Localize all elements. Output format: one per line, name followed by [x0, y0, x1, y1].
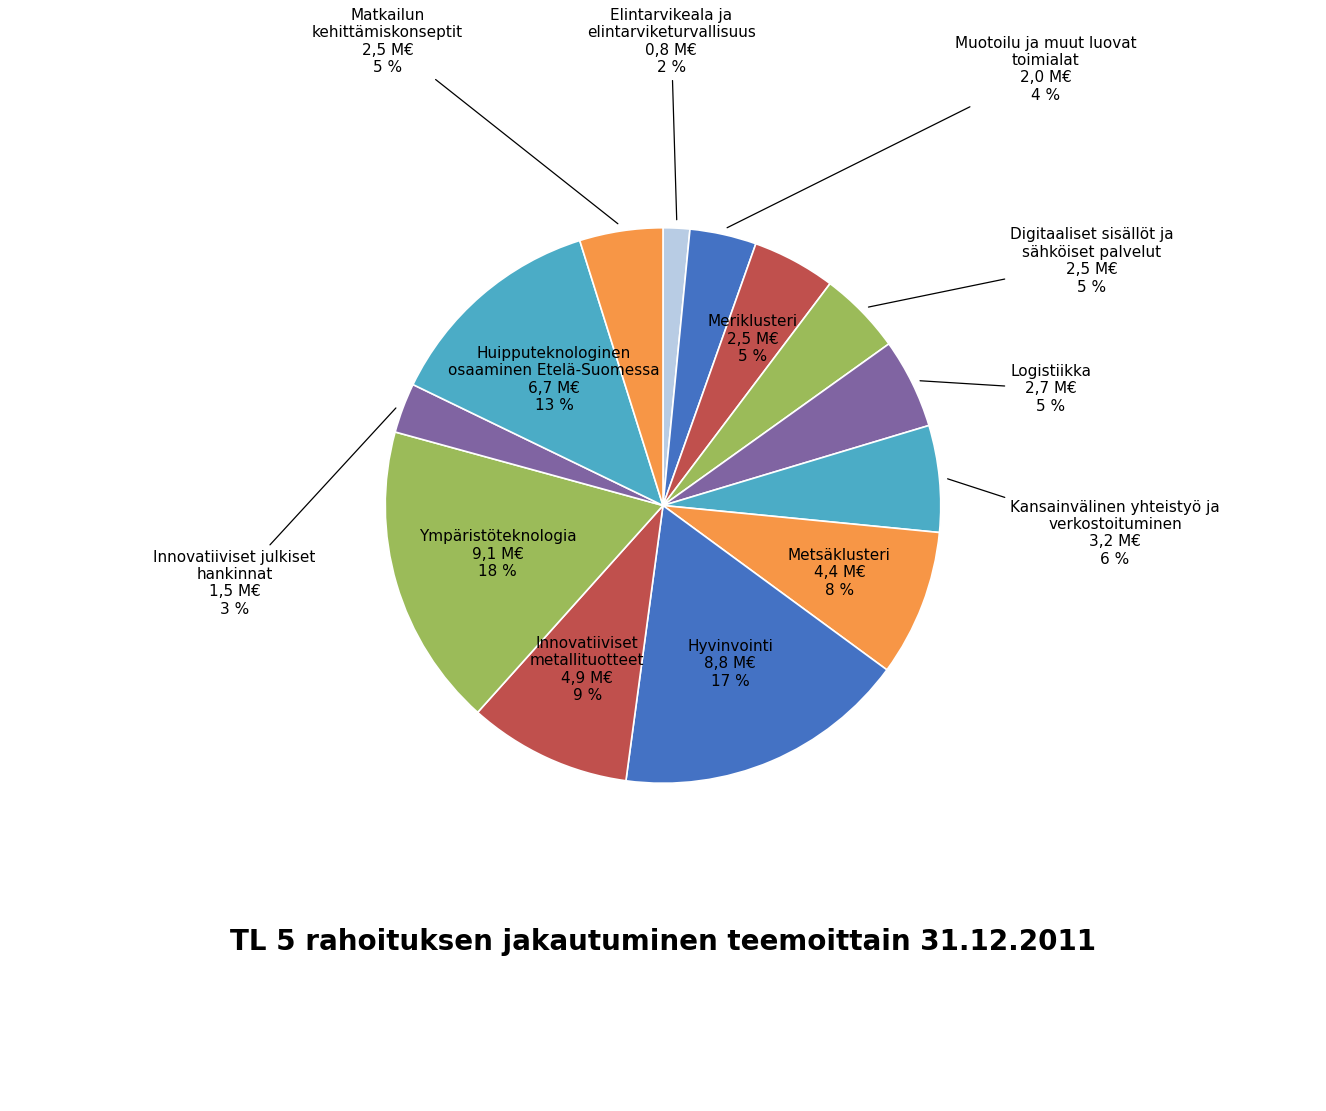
- Wedge shape: [663, 228, 690, 506]
- Wedge shape: [626, 506, 887, 783]
- Wedge shape: [386, 432, 663, 712]
- Text: Matkailun
kehittämiskonseptit
2,5 M€
5 %: Matkailun kehittämiskonseptit 2,5 M€ 5 %: [312, 8, 618, 223]
- Wedge shape: [663, 426, 940, 532]
- Wedge shape: [663, 283, 888, 506]
- Text: TL 5 rahoituksen jakautuminen teemoittain 31.12.2011: TL 5 rahoituksen jakautuminen teemoittai…: [229, 928, 1097, 955]
- Text: Metsäklusteri
4,4 M€
8 %: Metsäklusteri 4,4 M€ 8 %: [788, 548, 891, 598]
- Text: Meriklusteri
2,5 M€
5 %: Meriklusteri 2,5 M€ 5 %: [707, 314, 797, 364]
- Wedge shape: [663, 344, 930, 506]
- Text: Logistiikka
2,7 M€
5 %: Logistiikka 2,7 M€ 5 %: [920, 364, 1091, 413]
- Text: Kansainvälinen yhteistyö ja
verkostoituminen
3,2 M€
6 %: Kansainvälinen yhteistyö ja verkostoitum…: [948, 479, 1220, 567]
- Text: Innovatiiviset
metallituotteet
4,9 M€
9 %: Innovatiiviset metallituotteet 4,9 M€ 9 …: [530, 635, 644, 703]
- Wedge shape: [663, 506, 939, 670]
- Wedge shape: [477, 506, 663, 781]
- Text: Innovatiiviset julkiset
hankinnat
1,5 M€
3 %: Innovatiiviset julkiset hankinnat 1,5 M€…: [154, 408, 396, 617]
- Wedge shape: [395, 384, 663, 506]
- Text: Ympäristöteknologia
9,1 M€
18 %: Ympäristöteknologia 9,1 M€ 18 %: [419, 529, 577, 579]
- Text: Elintarvikeala ja
elintarviketurvallisuus
0,8 M€
2 %: Elintarvikeala ja elintarviketurvallisuu…: [587, 8, 756, 220]
- Text: Digitaaliset sisällöt ja
sähköiset palvelut
2,5 M€
5 %: Digitaaliset sisällöt ja sähköiset palve…: [869, 228, 1174, 307]
- Wedge shape: [663, 229, 756, 506]
- Wedge shape: [412, 240, 663, 506]
- Text: Hyvinvointi
8,8 M€
17 %: Hyvinvointi 8,8 M€ 17 %: [687, 639, 773, 689]
- Text: Muotoilu ja muut luovat
toimialat
2,0 M€
4 %: Muotoilu ja muut luovat toimialat 2,0 M€…: [727, 36, 1136, 228]
- Wedge shape: [663, 243, 830, 506]
- Text: Huipputeknologinen
osaaminen Etelä-Suomessa
6,7 M€
13 %: Huipputeknologinen osaaminen Etelä-Suome…: [448, 346, 660, 413]
- Wedge shape: [579, 228, 663, 506]
